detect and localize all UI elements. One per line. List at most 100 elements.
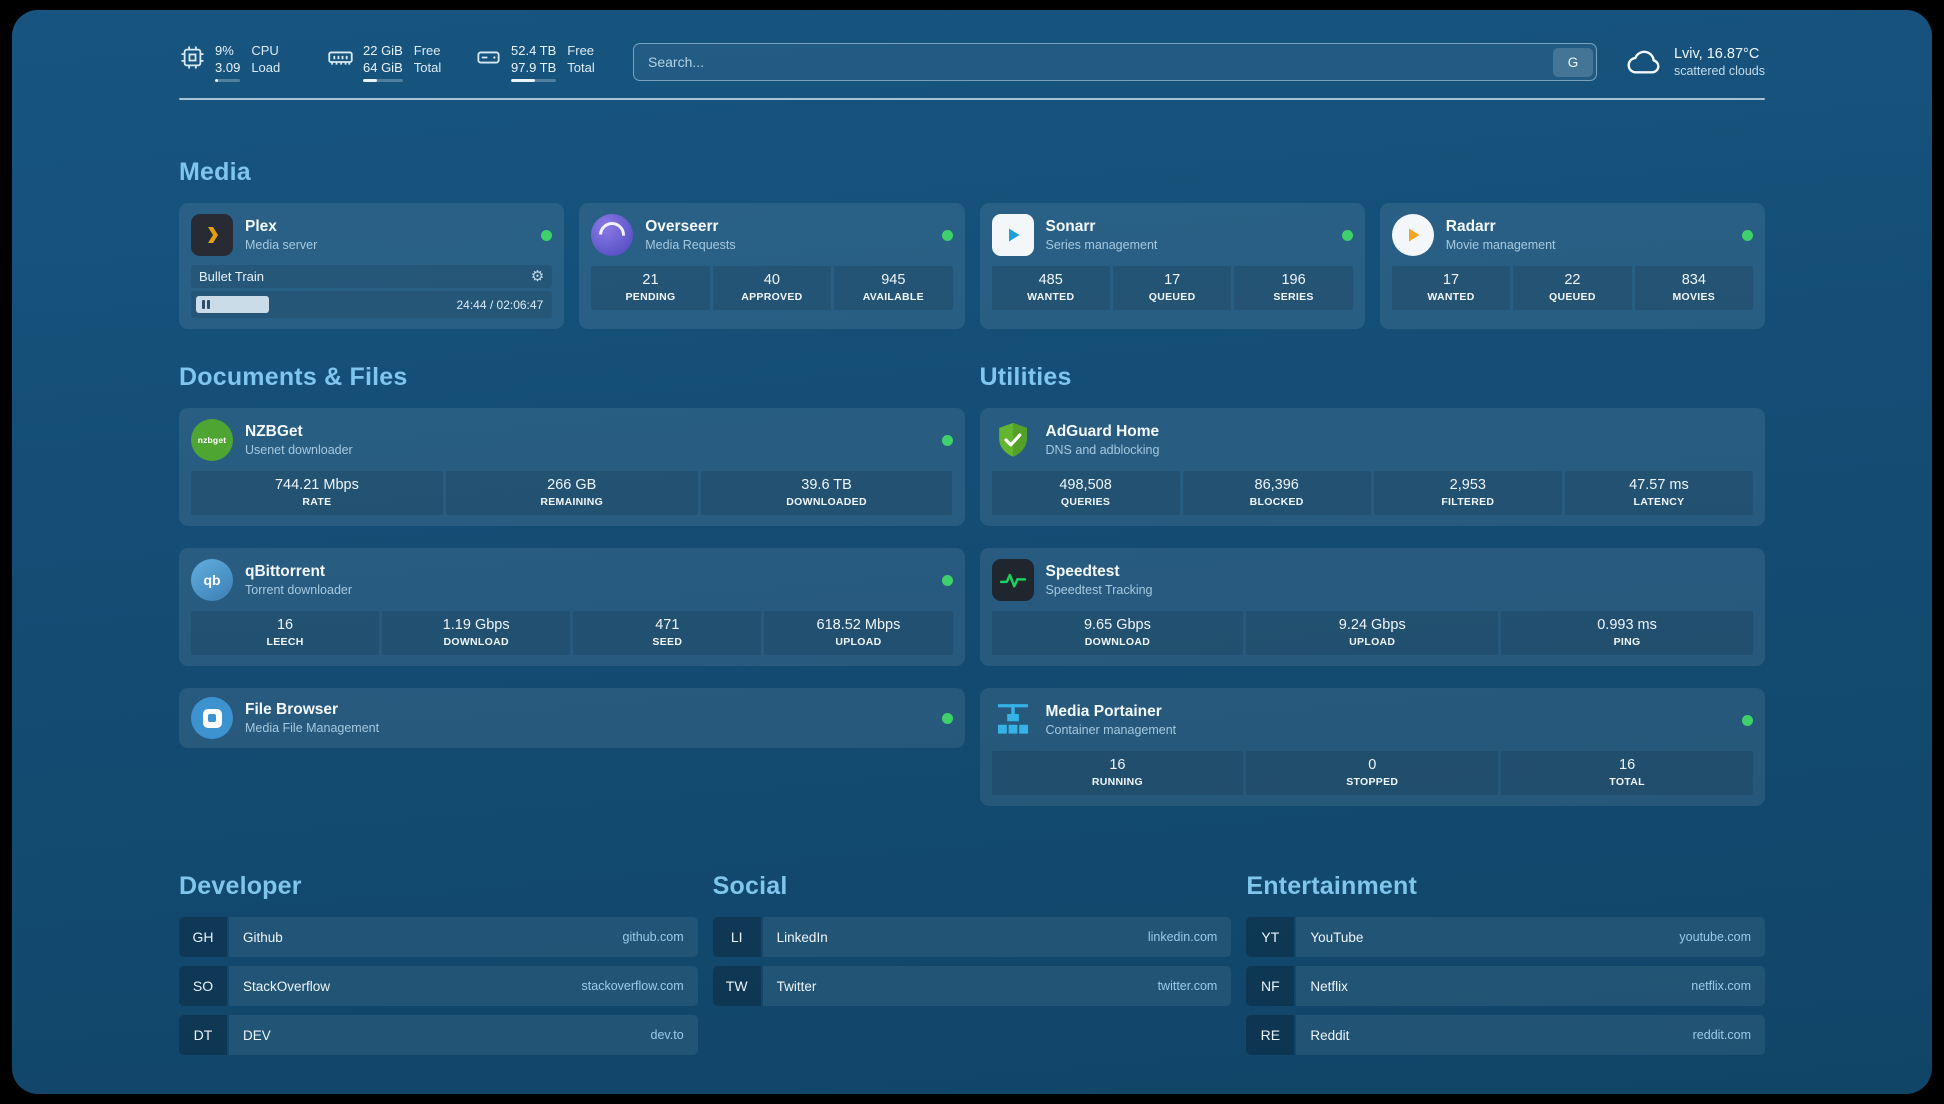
- stat-label: MOVIES: [1672, 291, 1716, 303]
- sonarr-link[interactable]: Sonarr Series management: [991, 214, 1353, 256]
- speedtest-link[interactable]: Speedtest Speedtest Tracking: [991, 559, 1754, 601]
- stat-label: QUEUED: [1549, 291, 1596, 303]
- stat-latency: 47.57 ms LATENCY: [1564, 471, 1753, 515]
- bookmark-abbr: TW: [712, 966, 761, 1006]
- nzbget-link[interactable]: nzbget NZBGet Usenet downloader: [191, 419, 953, 461]
- bookmark-dev[interactable]: DT DEV dev.to: [179, 1015, 698, 1055]
- stat-value: 834: [1681, 272, 1706, 288]
- entertainment-group-title: Entertainment: [1246, 872, 1418, 900]
- stat-value: 266 GB: [547, 477, 597, 493]
- bookmark-body: Reddit reddit.com: [1296, 1015, 1765, 1055]
- bookmark-body: YouTube youtube.com: [1296, 917, 1765, 957]
- stat-value: 471: [655, 617, 680, 633]
- adguard-icon: [992, 419, 1034, 461]
- weather-widget: Lviv, 16.87°C scattered clouds: [1625, 43, 1765, 81]
- qbittorrent-link[interactable]: qb qBittorrent Torrent downloader: [191, 559, 953, 601]
- bookmark-name: Twitter: [776, 978, 817, 994]
- stat-queries: 498,508 QUERIES: [991, 471, 1180, 515]
- bookmark-reddit[interactable]: RE Reddit reddit.com: [1246, 1015, 1765, 1055]
- status-dot: [541, 229, 553, 241]
- bookmark-netflix[interactable]: NF Netflix netflix.com: [1246, 966, 1765, 1006]
- search-input[interactable]: [634, 54, 1550, 70]
- stat-label: LEECH: [266, 636, 304, 648]
- radarr-icon: [1391, 214, 1434, 256]
- bookmark-url: netflix.com: [1691, 979, 1751, 993]
- stat-label: BLOCKED: [1249, 496, 1304, 508]
- bookmark-abbr: GH: [179, 917, 227, 957]
- stat-value: 16: [276, 617, 294, 633]
- utilities-section-title: Utilities: [979, 363, 1072, 391]
- bookmark-youtube[interactable]: YT YouTube youtube.com: [1246, 917, 1765, 957]
- playback-progress-fill[interactable]: [196, 296, 269, 313]
- stat-value: 498,508: [1059, 477, 1112, 493]
- portainer-link[interactable]: Media Portainer Container management: [992, 699, 1753, 741]
- bookmark-linkedin[interactable]: LI LinkedIn linkedin.com: [712, 917, 1232, 957]
- service-name: qBittorrent: [245, 563, 326, 580]
- stat-pending: 21 PENDING: [591, 266, 710, 310]
- stat-label: REMAINING: [540, 496, 604, 508]
- stat-running: 16 RUNNING: [991, 751, 1244, 795]
- search-provider-button[interactable]: G: [1552, 47, 1593, 77]
- service-desc: DNS and adblocking: [1045, 443, 1160, 457]
- overseerr-link[interactable]: Overseerr Media Requests: [591, 214, 953, 256]
- stat-value: 618.52 Mbps: [816, 617, 901, 633]
- memory-free-value: 22 GiB: [363, 43, 403, 58]
- nzbget-icon-text: nzbget: [197, 435, 227, 445]
- service-desc: Series management: [1045, 238, 1158, 252]
- weather-condition: scattered clouds: [1673, 64, 1765, 78]
- status-dot: [1742, 714, 1753, 726]
- memory-total-value: 64 GiB: [363, 60, 403, 75]
- stat-downloaded: 39.6 TB DOWNLOADED: [700, 471, 953, 515]
- stat-label: DOWNLOAD: [1084, 636, 1151, 648]
- nzbget-card: nzbget NZBGet Usenet downloader 744.21 M…: [179, 408, 965, 526]
- cpu-usage-bar: [215, 79, 241, 82]
- pause-icon[interactable]: [202, 300, 210, 309]
- cpu-usage-label: CPU: [251, 43, 279, 58]
- status-dot: [941, 434, 953, 446]
- social-group-title: Social: [712, 872, 788, 900]
- plex-link[interactable]: Plex Media server: [191, 214, 553, 256]
- adguard-link[interactable]: AdGuard Home DNS and adblocking: [992, 419, 1754, 461]
- stat-stopped: 0 STOPPED: [1246, 751, 1499, 795]
- service-desc: Media server: [245, 238, 318, 252]
- bookmark-twitter[interactable]: TW Twitter twitter.com: [712, 966, 1232, 1006]
- status-dot: [941, 229, 953, 241]
- bookmark-stackoverflow[interactable]: SO StackOverflow stackoverflow.com: [179, 966, 698, 1006]
- memory-free-label: Free: [413, 43, 441, 58]
- utilities-section: Utilities AdGuard Home DNS and adblockin…: [979, 363, 1765, 828]
- stat-movies: 834 MOVIES: [1634, 266, 1754, 310]
- resource-widgets: 9% 3.09 CPU Load: [179, 42, 605, 82]
- radarr-link[interactable]: Radarr Movie management: [1391, 214, 1753, 256]
- developer-group: Developer GH Github github.com SO StackO…: [179, 872, 698, 1064]
- stat-value: 945: [881, 272, 906, 288]
- bookmark-abbr: YT: [1246, 917, 1295, 957]
- bookmark-url: twitter.com: [1157, 979, 1218, 993]
- entertainment-group: Entertainment YT YouTube youtube.com NF …: [1246, 872, 1765, 1064]
- playback-time: 24:44 / 02:06:47: [456, 297, 544, 312]
- radarr-stats: 17 WANTED 22 QUEUED 834 MOVIES: [1391, 266, 1754, 310]
- gear-icon[interactable]: ⚙: [530, 268, 545, 285]
- stat-value: 22: [1564, 272, 1581, 288]
- status-dot: [941, 574, 953, 586]
- service-name: Sonarr: [1045, 218, 1096, 235]
- documents-section: Documents & Files nzbget NZBGet Usenet d…: [179, 363, 965, 770]
- portainer-stats: 16 RUNNING 0 STOPPED 16 TOTAL: [991, 751, 1754, 795]
- bookmark-body: Netflix netflix.com: [1296, 966, 1765, 1006]
- bookmark-github[interactable]: GH Github github.com: [179, 917, 698, 957]
- stat-value: 0.993 ms: [1597, 617, 1657, 633]
- stat-label: PENDING: [625, 291, 676, 303]
- cpu-usage-value: 9%: [215, 43, 234, 58]
- stat-remaining: 266 GB REMAINING: [445, 471, 698, 515]
- memory-usage-bar: [363, 79, 403, 82]
- service-name: File Browser: [245, 701, 339, 718]
- bookmark-abbr: RE: [1246, 1015, 1295, 1055]
- filebrowser-link[interactable]: File Browser Media File Management: [191, 697, 953, 739]
- stat-label: WANTED: [1427, 291, 1475, 303]
- stat-series: 196 SERIES: [1234, 266, 1353, 310]
- stat-value: 485: [1038, 272, 1063, 288]
- stat-value: 2,953: [1449, 477, 1486, 493]
- stat-label: RATE: [302, 496, 332, 508]
- disk-free-value: 52.4 TB: [511, 43, 557, 58]
- speedtest-icon: [991, 559, 1034, 601]
- bookmark-url: github.com: [622, 930, 684, 944]
